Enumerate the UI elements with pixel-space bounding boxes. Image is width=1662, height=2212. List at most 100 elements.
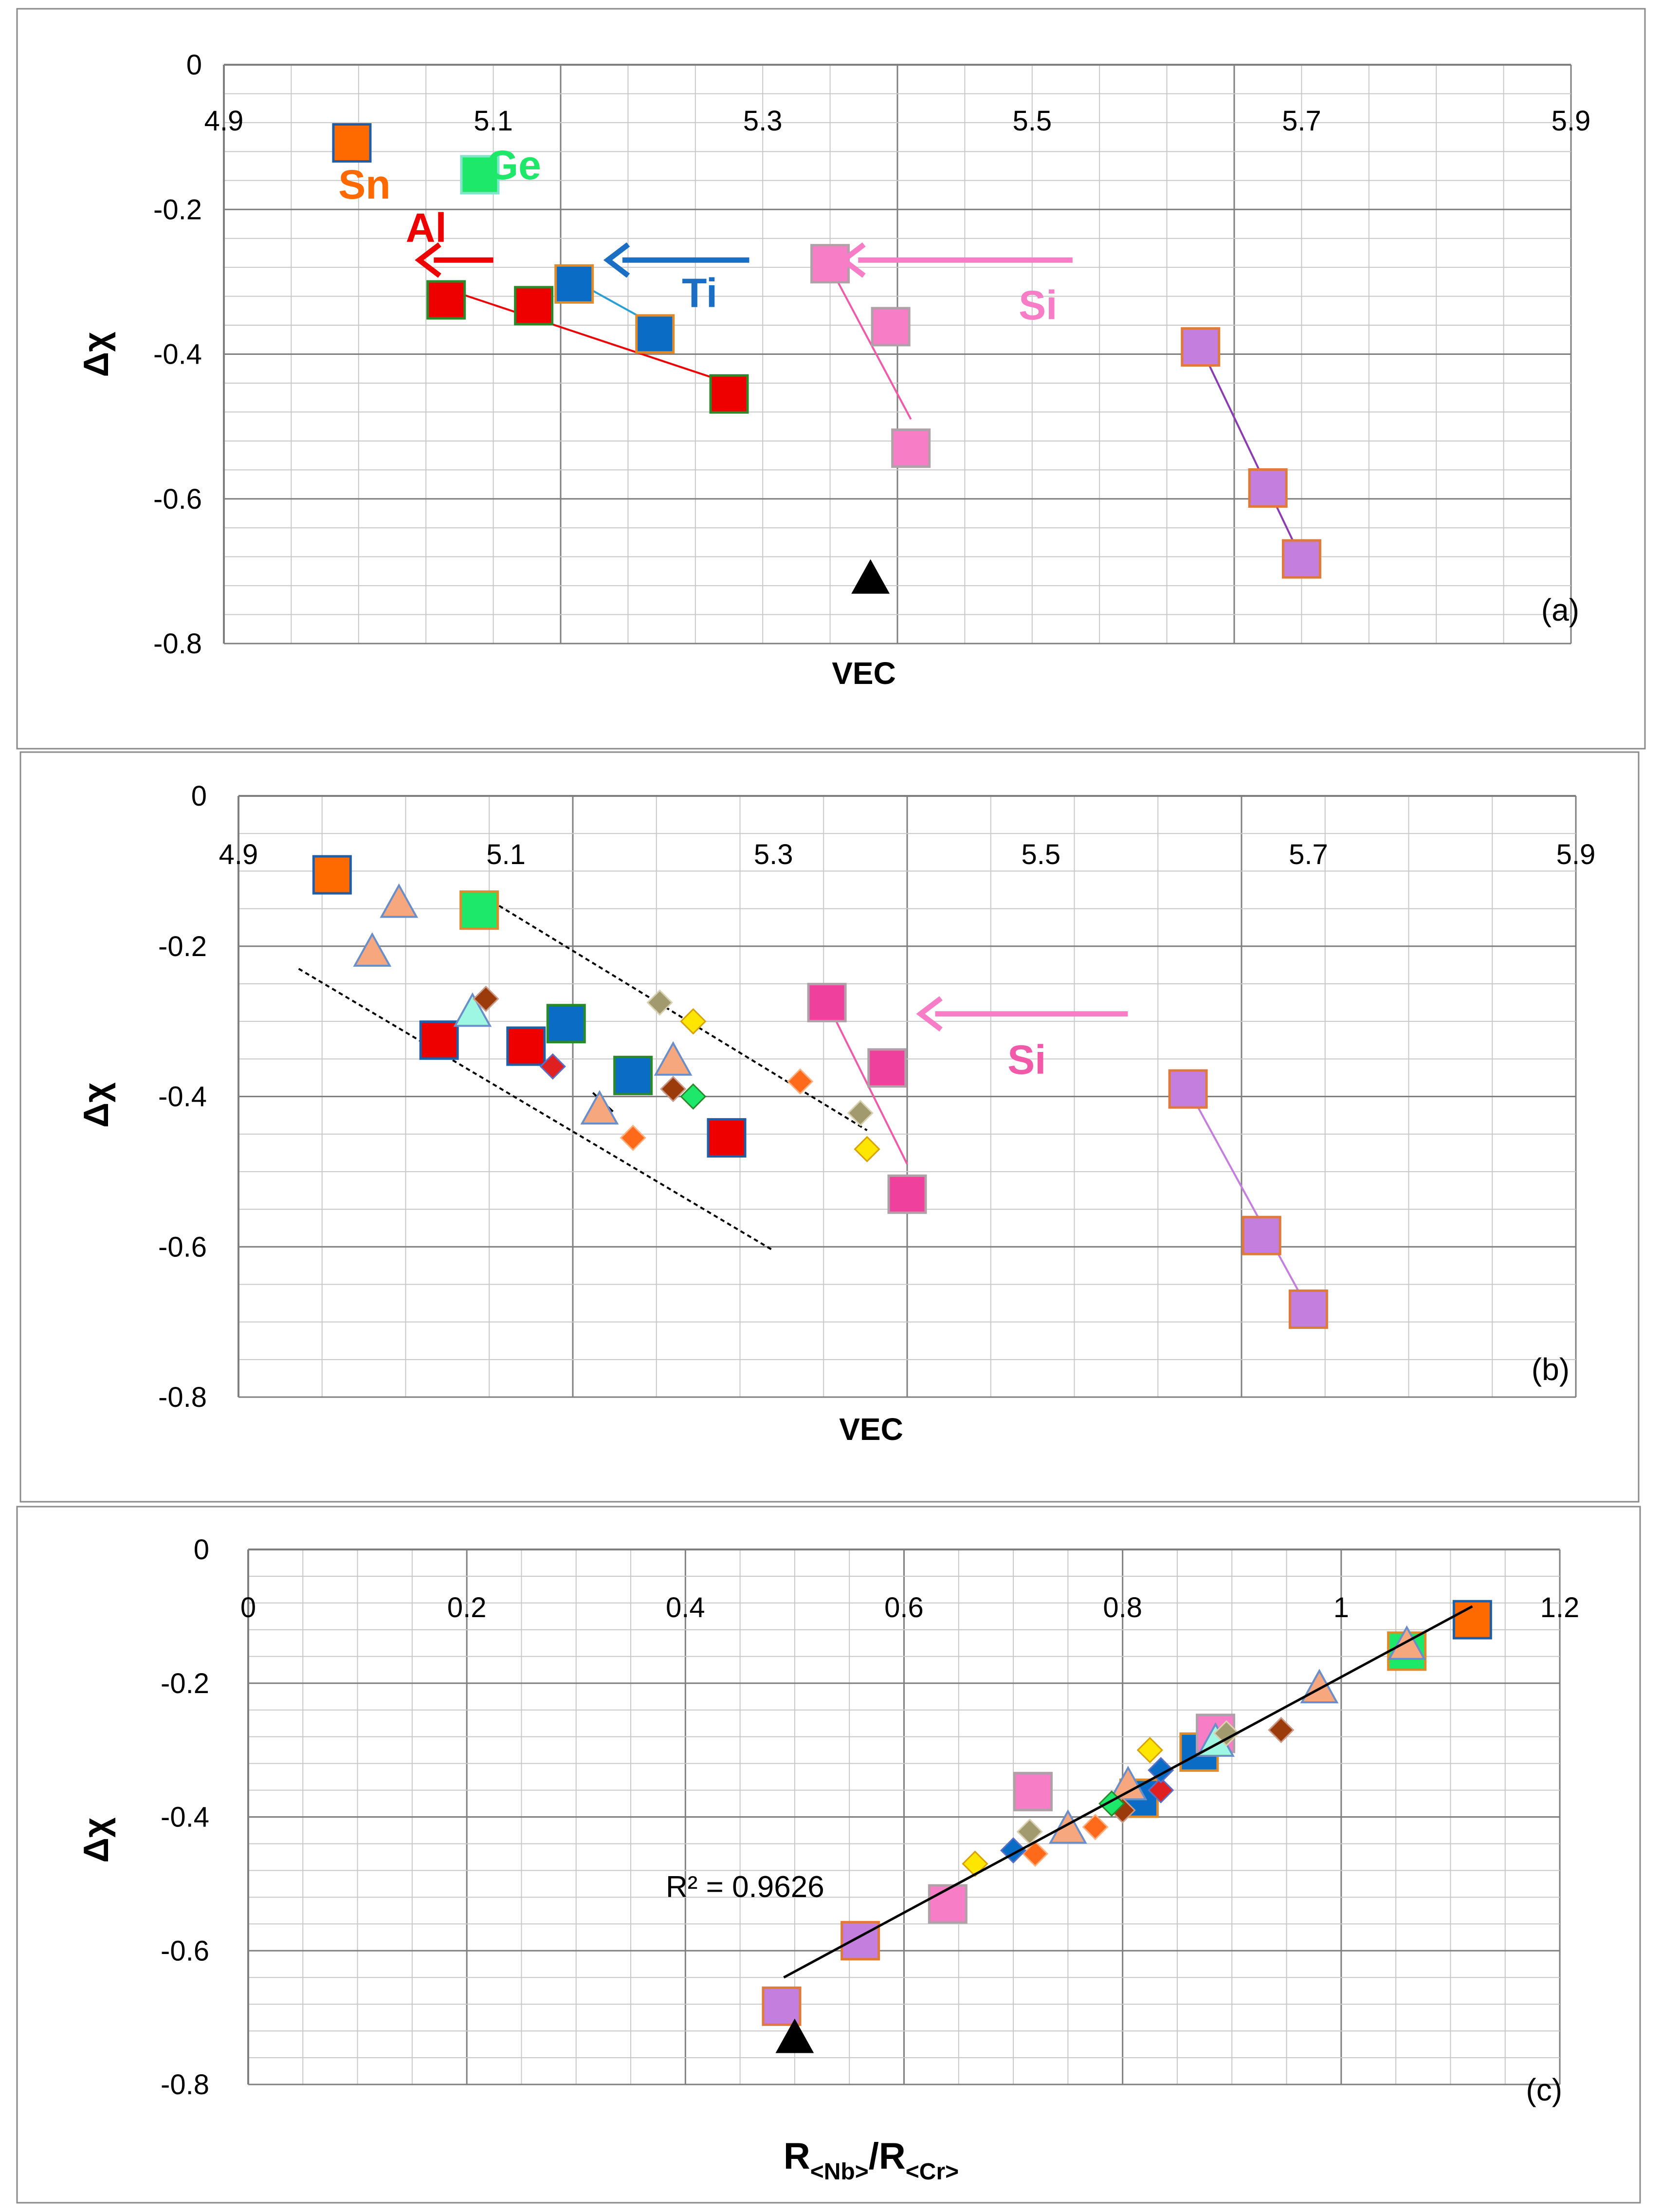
x-label-slash-r: /R bbox=[869, 2136, 906, 2177]
panel-b-x-tick-label: 5.7 bbox=[1289, 839, 1328, 870]
marker-si bbox=[867, 1048, 907, 1088]
marker-reference bbox=[851, 559, 890, 594]
marker-si bbox=[871, 307, 911, 347]
panel-a-x-tick-label: 5.5 bbox=[1012, 105, 1052, 137]
panel-b-x-tick-label: 5.5 bbox=[1021, 839, 1060, 870]
panel-c-frame bbox=[16, 1506, 1641, 2204]
annotation-ti: Ti bbox=[682, 270, 717, 316]
marker-al bbox=[514, 286, 554, 326]
marker-ti bbox=[554, 264, 594, 304]
marker-purple bbox=[1181, 327, 1221, 367]
panel-b-y-tick-label: 0 bbox=[191, 780, 207, 812]
arrow-head bbox=[916, 996, 943, 1032]
marker-khaki-diamonds bbox=[646, 989, 673, 1016]
panel-a-x-tick-label: 5.1 bbox=[474, 105, 513, 137]
marker-peach-triangles bbox=[580, 1090, 619, 1125]
arrow-head bbox=[839, 242, 866, 278]
trend-line bbox=[1187, 1088, 1310, 1310]
marker-peach-triangles bbox=[1048, 1809, 1087, 1844]
panel-b-x-tick-label: 5.9 bbox=[1556, 839, 1596, 870]
marker-orange-diamonds bbox=[787, 1068, 814, 1095]
panel-c-x-tick-label: 0.4 bbox=[666, 1592, 705, 1623]
marker-yellow-diamonds bbox=[854, 1136, 880, 1162]
marker-ge bbox=[460, 155, 500, 195]
marker-peach-triangles bbox=[654, 1041, 693, 1076]
shift-arrow bbox=[603, 242, 749, 278]
panel-c-y-tick-label: -0.2 bbox=[161, 1668, 209, 1699]
trend-line bbox=[1199, 346, 1303, 559]
arrow-head bbox=[603, 242, 630, 278]
marker-purple bbox=[1242, 1216, 1281, 1255]
marker-cyan-triangles bbox=[453, 992, 492, 1027]
annotation-sn: Sn bbox=[338, 162, 390, 207]
x-label-r: R bbox=[784, 2136, 810, 2177]
marker-purple bbox=[1168, 1069, 1208, 1109]
panel-a-plot: 4.9 5.1 5.3 5.5 5.7 5.9 0 -0.2 -0.4 -0.6 -0.8 Sn Ge A… bbox=[153, 49, 1590, 660]
panel-a-y-tick-label: 0 bbox=[186, 49, 202, 81]
panel-b-y-tick-label: -0.2 bbox=[158, 931, 207, 962]
panel-a-y-tick-label: -0.2 bbox=[153, 194, 202, 225]
panel-a-y-tick-label: -0.8 bbox=[153, 628, 202, 660]
marker-si bbox=[810, 244, 850, 284]
annotation-si: Si bbox=[1007, 1037, 1046, 1083]
shift-arrow bbox=[839, 242, 1073, 278]
marker-brown-diamonds bbox=[473, 985, 499, 1012]
marker-brown-diamonds bbox=[659, 1075, 687, 1103]
panel-c-y-tick-label: 0 bbox=[194, 1534, 209, 1566]
panel-a-y-tick-label: -0.4 bbox=[153, 339, 202, 370]
marker-purple bbox=[1288, 1289, 1328, 1329]
marker-reference bbox=[775, 2018, 814, 2053]
marker-sn bbox=[332, 123, 372, 163]
panel-a-y-axis-label: Δχ bbox=[77, 332, 116, 377]
marker-khaki-diamonds bbox=[847, 1100, 874, 1126]
marker-si bbox=[807, 983, 847, 1023]
panel-c-y-tick-label: -0.8 bbox=[161, 2069, 209, 2101]
marker-peach-triangles bbox=[380, 883, 419, 918]
panel-b-x-tick-label: 5.1 bbox=[486, 839, 526, 870]
marker-peach-triangles bbox=[1109, 1766, 1148, 1801]
r-squared-label: R² = 0.9626 bbox=[666, 1870, 824, 1904]
marker-si bbox=[891, 428, 931, 468]
marker-green-diamonds bbox=[680, 1083, 707, 1110]
shift-arrow bbox=[415, 242, 493, 278]
panel-a-x-tick-label: 5.7 bbox=[1282, 105, 1321, 137]
marker-al bbox=[426, 280, 466, 320]
panel-c-x-tick-label: 0.2 bbox=[447, 1592, 487, 1623]
marker-sn bbox=[312, 855, 352, 895]
marker-yellow-diamonds bbox=[1136, 1737, 1163, 1764]
marker-peach-triangles bbox=[1388, 1625, 1426, 1660]
marker-brown-diamonds bbox=[1268, 1716, 1295, 1744]
dashed-guide-line bbox=[298, 968, 774, 1252]
marker-purple bbox=[1248, 468, 1288, 508]
marker-red-diamonds bbox=[1148, 1777, 1174, 1804]
marker-ti bbox=[613, 1055, 653, 1095]
panel-a-x-tick-label: 5.9 bbox=[1552, 105, 1591, 137]
arrow-head bbox=[415, 242, 441, 278]
marker-orange-diamonds bbox=[1022, 1840, 1049, 1867]
panel-a-x-tick-label: 5.3 bbox=[743, 105, 783, 137]
panel-b-plot: 4.9 5.1 5.3 5.5 5.7 5.9 0 -0.2 -0.4 -0.6 -0.8 Si bbox=[158, 780, 1595, 1413]
panel-c-y-axis-label: Δχ bbox=[77, 1817, 116, 1863]
marker-orange-diamonds bbox=[1082, 1813, 1109, 1841]
marker-al bbox=[419, 1020, 459, 1060]
marker-ti bbox=[635, 314, 675, 354]
regression-line bbox=[783, 1605, 1473, 1979]
panel-c-x-tick-label: 1 bbox=[1333, 1592, 1349, 1623]
trend-line bbox=[446, 288, 730, 384]
dashed-guide-line bbox=[478, 892, 868, 1131]
annotation-al: Al bbox=[406, 205, 447, 251]
panel-b-label: (b) bbox=[1532, 1352, 1570, 1387]
trend-line bbox=[829, 267, 912, 420]
panel-b-frame bbox=[19, 751, 1640, 1503]
panel-c-plot: 0 0.2 0.4 0.6 0.8 1 1.2 0 -0.2 -0.4 -0.6 -0.8 bbox=[161, 1534, 1579, 2101]
panel-b-x-tick-label: 4.9 bbox=[219, 839, 258, 870]
panel-c-label: (c) bbox=[1526, 2072, 1562, 2107]
marker-khaki-diamonds bbox=[1213, 1720, 1240, 1747]
panel-b-y-axis-label: Δχ bbox=[77, 1082, 116, 1128]
marker-purple bbox=[1281, 539, 1321, 579]
panel-c-x-tick-label: 0.8 bbox=[1103, 1592, 1142, 1623]
panel-a-frame bbox=[16, 8, 1646, 750]
marker-peach-triangles bbox=[353, 932, 392, 967]
annotation-si: Si bbox=[1019, 282, 1057, 328]
panel-b-y-tick-label: -0.6 bbox=[158, 1231, 207, 1263]
